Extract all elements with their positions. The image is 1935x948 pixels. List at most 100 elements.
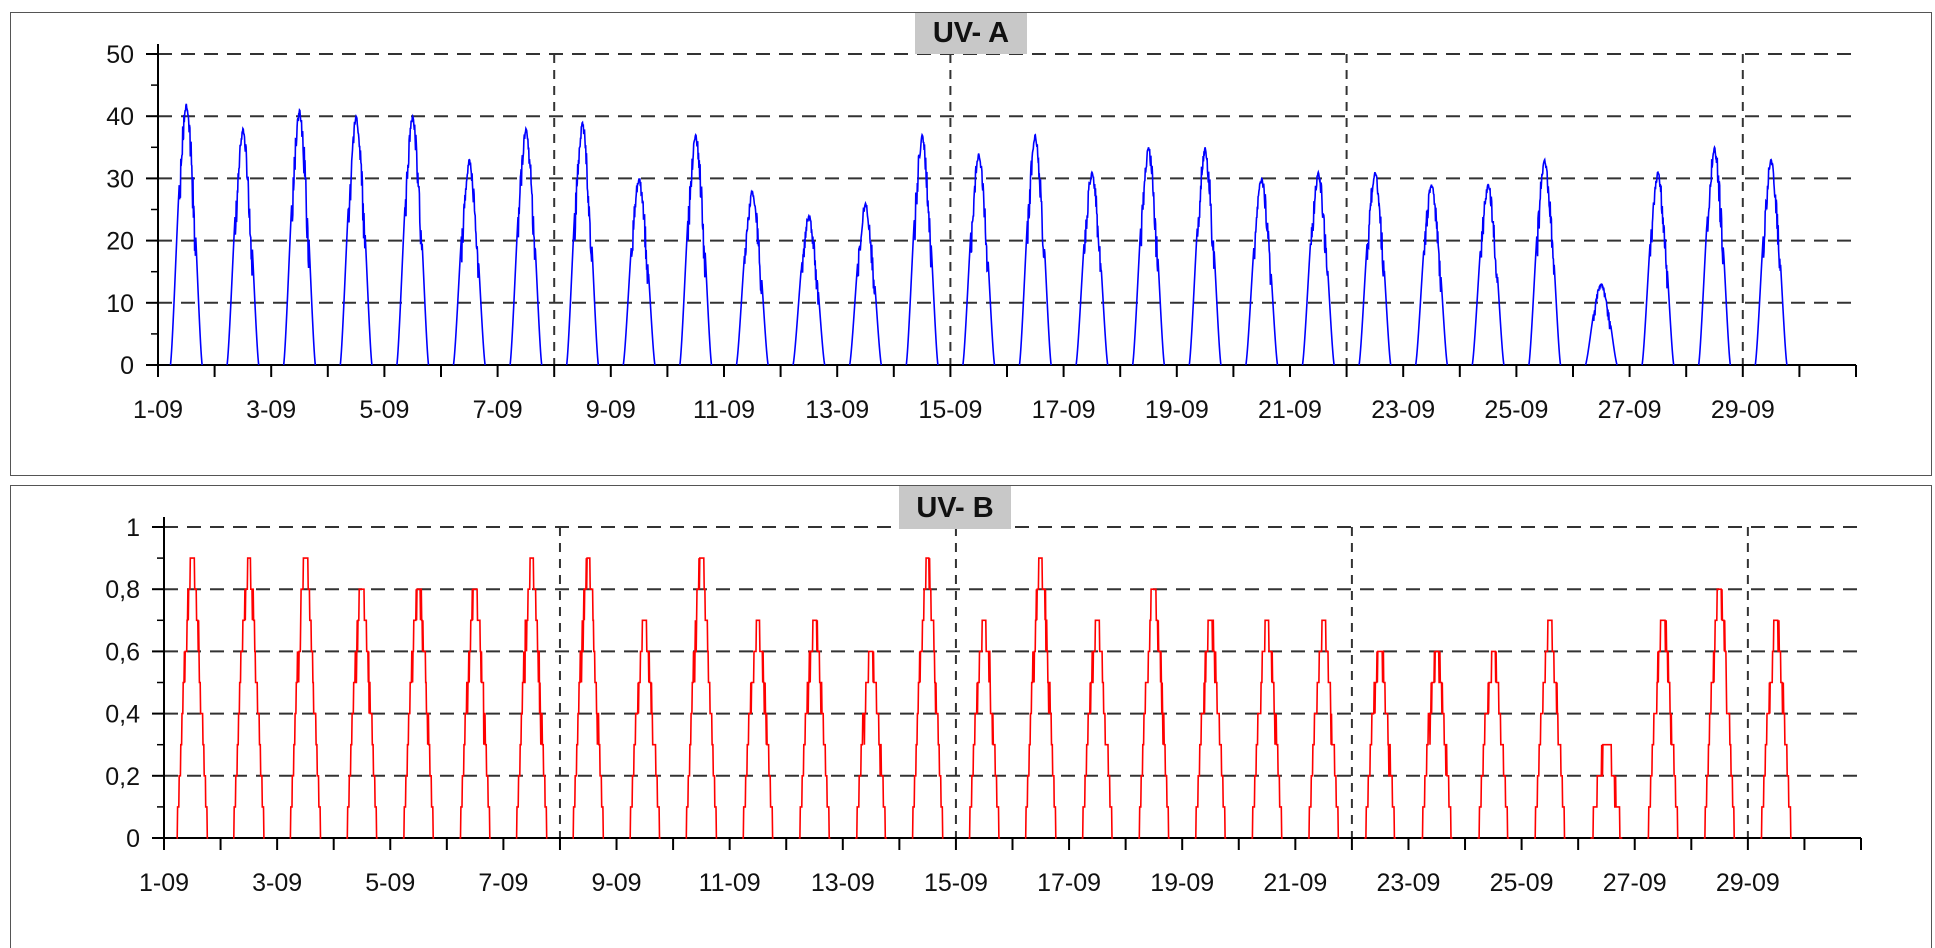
day-curve-29 <box>1760 619 1792 839</box>
y-tick-label: 50 <box>106 41 134 69</box>
day-curve-4 <box>346 588 378 839</box>
day-curve-12 <box>798 619 831 839</box>
y-tick-label: 1 <box>126 514 140 542</box>
x-tick-label: 13-09 <box>805 396 869 424</box>
day-curve-9 <box>629 619 661 839</box>
x-tick-label: 3-09 <box>252 869 302 897</box>
day-curve-24 <box>1471 183 1505 366</box>
uvb-chart: 00,20,40,60,811-09 3-09 5-09 7-09 9-09 11-09 1… <box>105 486 1862 897</box>
chart-title: UV- A <box>933 17 1009 49</box>
day-curve-19 <box>1188 147 1222 366</box>
chart-title-box <box>915 13 1027 54</box>
day-curve-24 <box>1477 650 1510 839</box>
x-tick-label: 29-09 <box>1716 869 1780 897</box>
day-curve-15 <box>962 153 996 366</box>
day-curve-29 <box>1754 158 1788 366</box>
x-tick-label: 21-09 <box>1263 869 1327 897</box>
day-curve-25 <box>1528 157 1562 366</box>
day-curve-7 <box>509 125 543 366</box>
day-curve-22 <box>1364 650 1396 839</box>
day-curve-18 <box>1131 147 1166 366</box>
y-tick-label: 0,6 <box>105 638 140 666</box>
day-curve-11 <box>742 619 774 839</box>
x-tick-label: 1-09 <box>139 869 189 897</box>
day-curve-16 <box>1018 133 1052 366</box>
day-curve-13 <box>855 650 887 839</box>
day-curve-6 <box>452 158 486 366</box>
day-curve-28 <box>1703 588 1736 839</box>
x-tick-label: 7-09 <box>473 396 523 424</box>
x-tick-label: 7-09 <box>478 869 528 897</box>
x-tick-label: 11-09 <box>693 396 755 424</box>
day-curve-15 <box>968 619 1001 839</box>
day-curve-23 <box>1414 184 1449 366</box>
day-curve-21 <box>1301 169 1335 366</box>
day-curve-5 <box>402 588 435 839</box>
y-tick-label: 0,8 <box>105 576 140 604</box>
y-tick-label: 10 <box>106 290 134 318</box>
uva-chart-panel: 0 10 20 30 40 50 1-09 3-09 5-09 7-09 9-09 11-09 13-0… <box>10 12 1932 476</box>
x-tick-label: 27-09 <box>1598 396 1662 424</box>
y-tick-label: 0 <box>120 352 134 380</box>
x-tick-label: 17-09 <box>1037 869 1101 897</box>
y-tick-label: 30 <box>106 165 134 193</box>
x-tick-label: 5-09 <box>365 869 415 897</box>
day-curve-27 <box>1647 619 1679 839</box>
day-curve-14 <box>911 557 944 839</box>
x-tick-label: 19-09 <box>1150 869 1214 897</box>
x-tick-label: 29-09 <box>1711 396 1775 424</box>
day-curve-2 <box>233 557 265 839</box>
chart-title-box <box>899 486 1011 529</box>
day-curve-20 <box>1245 176 1279 366</box>
day-curve-4 <box>339 114 373 366</box>
day-curve-7 <box>515 557 548 839</box>
day-curve-22 <box>1358 171 1392 366</box>
x-tick-label: 11-09 <box>699 869 761 897</box>
day-curve-28 <box>1697 145 1732 366</box>
y-tick-label: 40 <box>106 103 134 131</box>
uva-chart: 0 10 20 30 40 50 1-09 3-09 5-09 7-09 9-09 11-09 13-0… <box>106 13 1857 424</box>
y-tick-label: 0,4 <box>105 701 140 729</box>
x-tick-label: 1-09 <box>133 396 183 424</box>
day-curve-2 <box>226 126 260 366</box>
day-curve-14 <box>905 132 939 366</box>
x-tick-label: 23-09 <box>1376 869 1440 897</box>
day-curve-21 <box>1307 619 1340 839</box>
day-curve-16 <box>1024 557 1057 839</box>
x-tick-label: 3-09 <box>246 396 296 424</box>
y-tick-label: 20 <box>106 228 134 256</box>
y-tick-label: 0 <box>126 825 140 853</box>
x-tick-label: 23-09 <box>1371 396 1435 424</box>
day-curve-9 <box>622 177 656 366</box>
day-curve-8 <box>572 557 605 839</box>
series-line <box>169 103 1788 366</box>
x-tick-label: 21-09 <box>1258 396 1322 424</box>
day-curve-25 <box>1534 619 1566 839</box>
day-curve-10 <box>685 557 718 839</box>
day-curve-10 <box>679 133 713 366</box>
day-curve-20 <box>1251 619 1283 839</box>
y-tick-label: 0,2 <box>105 763 140 791</box>
day-curve-19 <box>1194 619 1227 839</box>
day-curve-18 <box>1138 588 1170 839</box>
x-tick-label: 27-09 <box>1603 869 1667 897</box>
day-curve-13 <box>848 200 883 366</box>
x-tick-label: 25-09 <box>1490 869 1554 897</box>
x-tick-label: 15-09 <box>918 396 982 424</box>
day-curve-1 <box>169 103 203 366</box>
chart-title: UV- B <box>916 492 993 524</box>
day-curve-23 <box>1420 650 1453 839</box>
series-line <box>176 557 1792 839</box>
day-curve-17 <box>1081 619 1114 839</box>
x-tick-label: 5-09 <box>359 396 409 424</box>
day-curve-8 <box>565 120 600 366</box>
day-curve-6 <box>459 588 491 839</box>
day-curve-3 <box>282 108 317 366</box>
x-tick-label: 9-09 <box>592 869 642 897</box>
day-curve-12 <box>792 213 826 366</box>
x-tick-label: 19-09 <box>1145 396 1209 424</box>
x-tick-label: 13-09 <box>811 869 875 897</box>
x-tick-label: 25-09 <box>1484 396 1548 424</box>
day-curve-3 <box>289 557 322 839</box>
day-curve-5 <box>396 113 430 366</box>
